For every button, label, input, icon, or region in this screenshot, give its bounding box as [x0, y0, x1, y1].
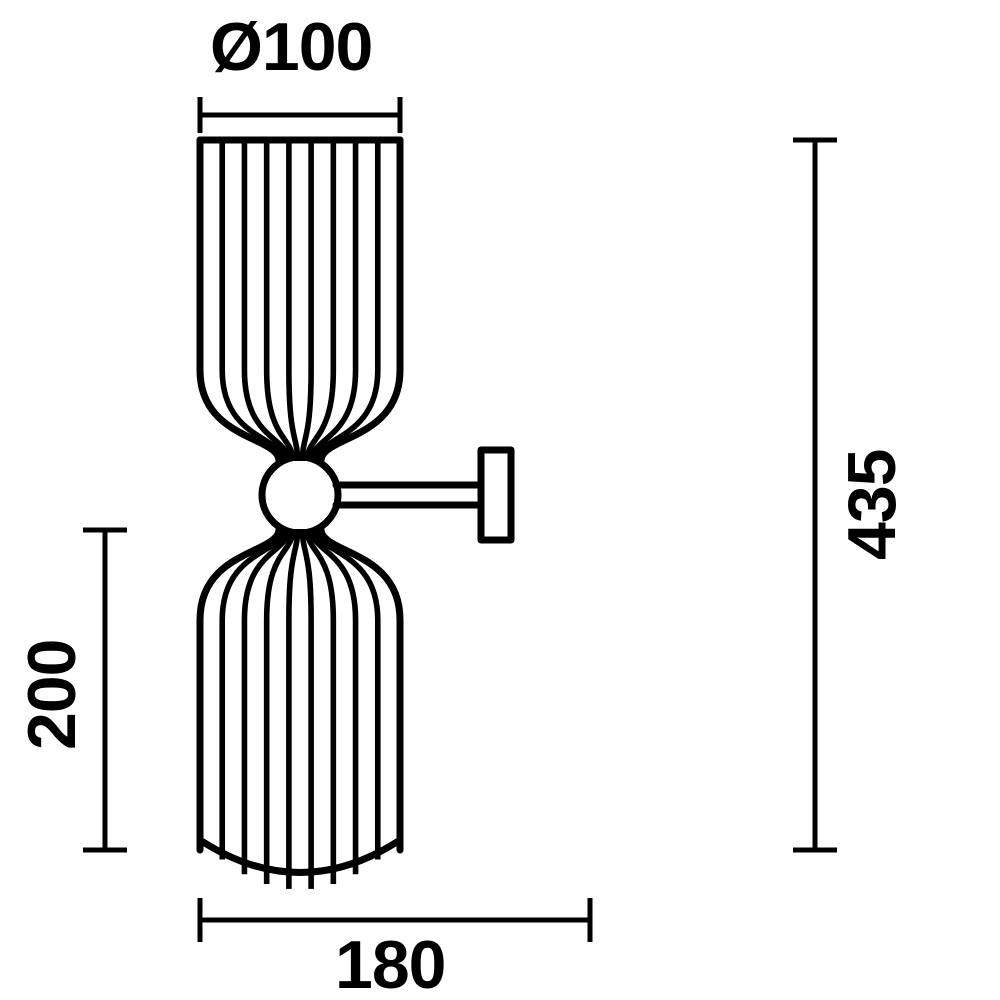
shade-height-label: 200: [14, 640, 90, 750]
depth-label: 180: [335, 927, 445, 1000]
height-label: 435: [834, 450, 910, 560]
diameter-label: Ø100: [210, 9, 372, 85]
